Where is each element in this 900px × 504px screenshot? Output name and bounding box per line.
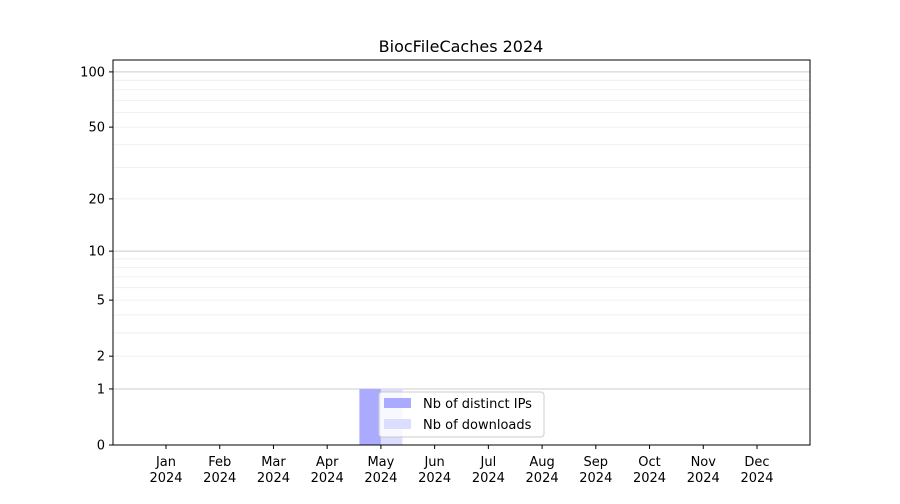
chart-title: BiocFileCaches 2024 [379, 37, 544, 56]
legend-label: Nb of downloads [423, 418, 532, 433]
x-tick-label: Sep [584, 455, 609, 470]
x-tick-label: 2024 [579, 471, 612, 486]
x-tick-label: Jul [480, 455, 497, 470]
y-tick-label: 10 [88, 245, 105, 260]
x-tick-label: 2024 [203, 471, 236, 486]
x-tick-label: May [367, 455, 394, 470]
x-tick-label: Jun [423, 455, 444, 470]
x-tick-label: 2024 [364, 471, 397, 486]
x-tick-label: Dec [744, 455, 769, 470]
x-tick-label: Mar [261, 455, 286, 470]
x-tick-label: 2024 [311, 471, 344, 486]
x-tick-label: Apr [316, 455, 339, 470]
y-tick-label: 20 [88, 192, 105, 207]
x-tick-label: 2024 [418, 471, 451, 486]
y-tick-label: 0 [97, 439, 105, 454]
y-tick-label: 2 [97, 350, 105, 365]
x-tick-label: 2024 [472, 471, 505, 486]
legend-label: Nb of distinct IPs [423, 397, 532, 412]
legend-box [378, 391, 545, 438]
x-tick-label: 2024 [526, 471, 559, 486]
x-tick-label: 2024 [633, 471, 666, 486]
legend: Nb of distinct IPs Nb of downloads [378, 391, 545, 438]
x-tick-label: 2024 [149, 471, 182, 486]
x-tick-label: Nov [691, 455, 717, 470]
x-tick-label: 2024 [687, 471, 720, 486]
x-tick-label: Oct [638, 455, 660, 470]
bar [359, 388, 381, 445]
legend-swatch [384, 419, 411, 429]
y-tick-label: 50 [88, 121, 105, 136]
y-tick-label: 5 [97, 294, 105, 309]
x-tick-label: Feb [208, 455, 231, 470]
x-tick-label: Jan [155, 455, 176, 470]
legend-swatch [384, 398, 411, 408]
x-tick-label: 2024 [740, 471, 773, 486]
x-tick-label: 2024 [257, 471, 290, 486]
y-tick-label: 1 [97, 382, 105, 397]
x-tick-label: Aug [529, 455, 554, 470]
plot-frame [112, 59, 811, 446]
y-tick-label: 100 [80, 65, 105, 80]
